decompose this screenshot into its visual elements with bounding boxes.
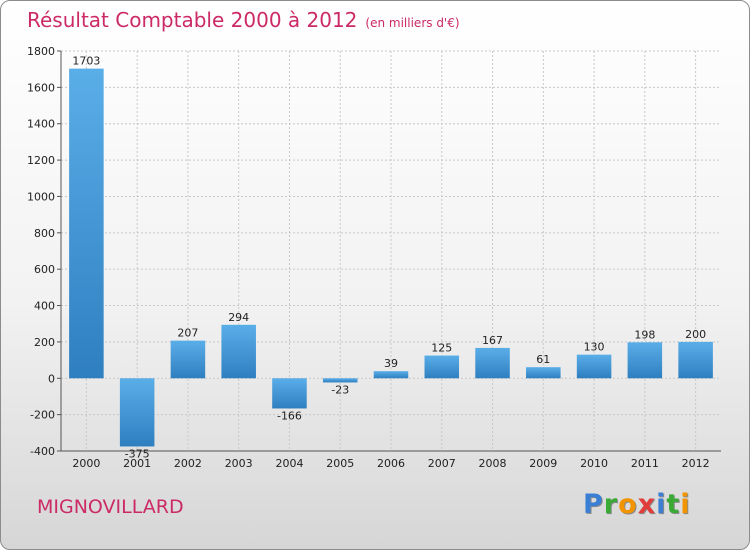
data-label: 61 <box>536 353 550 366</box>
x-tick-label: 2005 <box>326 457 354 470</box>
bar <box>526 367 561 379</box>
y-tick-label: 800 <box>34 227 55 240</box>
data-label: 1703 <box>72 55 100 68</box>
bar <box>576 354 612 379</box>
logo-letter: r <box>603 489 619 520</box>
chart-subtitle: (en milliers d'€) <box>365 16 460 30</box>
y-tick-label: 1600 <box>27 81 55 94</box>
grid-lines <box>61 50 721 452</box>
data-label: -166 <box>277 409 302 422</box>
logo-letter: i <box>656 489 667 520</box>
bar <box>678 341 713 379</box>
y-tick-label: -400 <box>30 445 55 458</box>
bar <box>69 68 104 379</box>
chart-title-text: Résultat Comptable 2000 à 2012 <box>27 8 358 32</box>
x-tick-label: 2002 <box>174 457 202 470</box>
x-tick-label: 2008 <box>479 457 507 470</box>
bar <box>322 378 358 383</box>
y-tick-label: 1200 <box>27 154 55 167</box>
bar <box>424 355 460 379</box>
y-tick-label: 0 <box>48 372 55 385</box>
bar <box>475 347 510 379</box>
bar <box>119 378 155 447</box>
logo-letter: t <box>666 489 681 520</box>
city-name: MIGNOVILLARD <box>37 496 184 518</box>
bar <box>170 340 206 379</box>
y-tick-label: 600 <box>34 263 55 276</box>
y-tick-label: 400 <box>34 300 55 313</box>
bar <box>221 324 256 379</box>
logo-letter: x <box>637 489 657 520</box>
axes <box>57 50 721 452</box>
data-label: 167 <box>482 334 503 347</box>
x-tick-label: 2000 <box>72 457 100 470</box>
x-tick-label: 2006 <box>377 457 405 470</box>
data-label: -375 <box>125 447 150 460</box>
logo-letter: P <box>583 489 604 520</box>
proxiti-logo: Proxiti <box>583 489 691 520</box>
y-tick-labels: -400 -200 0 200 400 600 800 1000 1200 1400 1600 180… <box>27 45 55 458</box>
x-tick-label: 2003 <box>225 457 253 470</box>
chart-title: Résultat Comptable 2000 à 2012 (en millie… <box>27 8 460 32</box>
x-tick-labels: 2000 2001 2002 2003 2004 2005 2006 2007 2008 2009… <box>72 457 709 470</box>
bar <box>272 378 307 409</box>
y-tick-label: 200 <box>34 336 55 349</box>
logo-letter: i <box>680 489 691 520</box>
bars <box>69 68 713 447</box>
y-tick-label: 1000 <box>27 190 55 203</box>
x-tick-label: 2004 <box>275 457 303 470</box>
data-label: 200 <box>685 328 706 341</box>
data-label: -23 <box>331 383 349 396</box>
logo-letter: o <box>618 489 638 520</box>
data-label: 130 <box>584 341 605 354</box>
data-label: 207 <box>177 327 198 340</box>
x-tick-label: 2011 <box>631 457 659 470</box>
x-tick-label: 2009 <box>529 457 557 470</box>
data-label: 198 <box>634 328 655 341</box>
x-tick-label: 2007 <box>428 457 456 470</box>
data-label: 294 <box>228 311 249 324</box>
bar <box>627 342 663 379</box>
bar <box>373 371 409 379</box>
data-label: 125 <box>431 342 452 355</box>
y-tick-label: 1400 <box>27 118 55 131</box>
y-tick-label: 1800 <box>27 45 55 58</box>
x-tick-label: 2001 <box>123 457 151 470</box>
data-label: 39 <box>384 357 398 370</box>
data-labels: 1703 -375 207 294 -166 -23 39 125 167 61 130 198 200 <box>72 55 706 461</box>
x-tick-label: 2010 <box>580 457 608 470</box>
x-tick-label: 2012 <box>682 457 710 470</box>
y-tick-label: -200 <box>30 409 55 422</box>
